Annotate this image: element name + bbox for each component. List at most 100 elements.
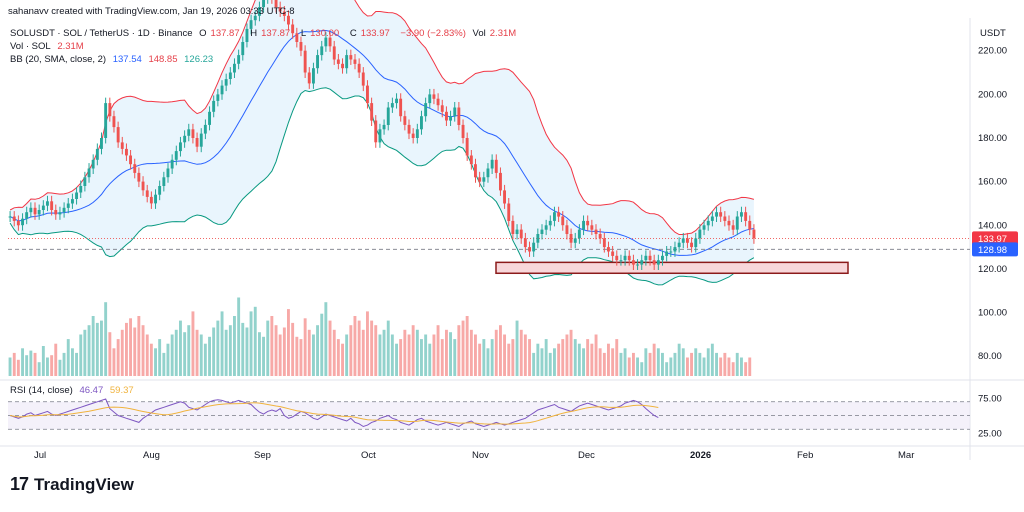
- volume-bar: [233, 316, 236, 376]
- volume-bar: [507, 343, 511, 376]
- rsi-legend[interactable]: RSI (14, close) 46.47 59.37: [10, 385, 138, 396]
- bollinger-legend[interactable]: BB (20, SMA, close, 2) 137.54 148.85 126…: [10, 54, 217, 65]
- candle-body: [420, 116, 423, 130]
- volume-bar: [199, 334, 203, 376]
- volume-bar: [681, 348, 685, 376]
- candle-body: [632, 260, 635, 265]
- candle-body: [312, 68, 315, 84]
- volume-bar: [320, 313, 324, 376]
- volume-bar: [174, 329, 178, 376]
- candle-body: [623, 255, 627, 261]
- volume-bar: [528, 339, 531, 376]
- candle-body: [403, 116, 407, 125]
- price-tick-label: 200.00: [978, 89, 1007, 100]
- candle-body: [499, 172, 502, 191]
- candle-body: [511, 220, 515, 234]
- candle-body: [731, 225, 735, 230]
- candle-body: [237, 55, 241, 64]
- volume-bar: [278, 334, 282, 376]
- volume-bar: [399, 339, 403, 376]
- volume-bar: [79, 334, 83, 376]
- volume-bar: [499, 325, 502, 376]
- candle-body: [744, 212, 748, 221]
- candle-body: [145, 190, 149, 197]
- last-price-badge: 133.97: [978, 234, 1007, 245]
- volume-bar: [386, 320, 390, 376]
- volume-legend[interactable]: Vol · SOL 2.31M: [10, 41, 88, 52]
- candle-body: [241, 42, 245, 56]
- candle-body: [436, 98, 440, 106]
- candle-body: [46, 201, 49, 206]
- candle-body: [673, 247, 677, 252]
- volume-bar: [453, 339, 457, 376]
- candle-body: [336, 59, 340, 64]
- rsi-label: RSI (14, close): [10, 385, 73, 396]
- volume-bar: [237, 297, 241, 376]
- candle-body: [582, 220, 585, 230]
- symbol-legend[interactable]: SOLUSDT · SOL / TetherUS · 1D · Binance …: [10, 28, 524, 39]
- candle-body: [577, 229, 581, 239]
- volume-bar: [710, 343, 714, 376]
- volume-bar: [12, 352, 16, 376]
- candle-body: [341, 63, 344, 69]
- volume-bar: [137, 316, 141, 376]
- price-tick-label: 220.00: [978, 46, 1007, 57]
- volume-bar: [149, 343, 153, 376]
- candle-body: [174, 151, 178, 160]
- volume-bar: [731, 362, 735, 376]
- candle-body: [332, 46, 336, 60]
- tradingview-logo-icon: 17: [10, 474, 29, 494]
- volume-bar: [357, 320, 361, 376]
- candle-body: [274, 0, 278, 8]
- volume-bar: [548, 352, 552, 376]
- candle-body: [548, 220, 552, 226]
- candle-body: [428, 94, 432, 104]
- candle-body: [66, 203, 70, 208]
- candle-body: [12, 216, 16, 221]
- symbol-name[interactable]: SOLUSDT · SOL / TetherUS · 1D · Binance: [10, 28, 193, 39]
- candle-body: [220, 85, 224, 95]
- volume-bar: [632, 352, 635, 376]
- volume-bar: [553, 348, 556, 376]
- volume-bar: [478, 343, 482, 376]
- volume-bar: [16, 359, 20, 376]
- volume-bar: [615, 339, 619, 376]
- candle-body: [465, 138, 469, 156]
- candle-body: [561, 216, 565, 226]
- volume-bar: [661, 352, 664, 376]
- candle-body: [602, 238, 606, 248]
- candle-body: [698, 229, 702, 239]
- bollinger-upper-line: [9, 0, 755, 235]
- volume-bar: [706, 348, 710, 376]
- volume-bar: [187, 325, 191, 376]
- candle-body: [407, 124, 411, 134]
- candle-body: [706, 220, 710, 226]
- candle-body: [565, 225, 569, 234]
- volume-bar: [469, 329, 473, 376]
- price-tick-label: 180.00: [978, 133, 1007, 144]
- volume-bar: [440, 339, 444, 376]
- volume-bar: [120, 329, 124, 376]
- candle-body: [287, 15, 290, 25]
- candle-body: [228, 72, 232, 79]
- candle-body: [282, 11, 286, 16]
- volume-bar: [677, 343, 681, 376]
- volume-bar: [349, 325, 353, 376]
- volume-bar: [224, 329, 228, 376]
- volume-bar: [29, 350, 33, 376]
- candle-body: [752, 229, 756, 239]
- candle-body: [694, 238, 698, 248]
- volume-bar: [71, 348, 74, 376]
- price-tick-label: 140.00: [978, 220, 1007, 231]
- volume-bar: [253, 306, 257, 376]
- candle-body: [490, 159, 494, 169]
- volume-bar: [262, 336, 265, 376]
- candle-body: [503, 190, 506, 204]
- tradingview-logo[interactable]: 17 TradingView: [10, 474, 134, 495]
- candle-body: [536, 234, 540, 243]
- candle-body: [453, 107, 457, 117]
- bb-upper-value: 148.85: [148, 54, 178, 65]
- volume-bar: [569, 329, 573, 376]
- candle-body: [120, 142, 124, 149]
